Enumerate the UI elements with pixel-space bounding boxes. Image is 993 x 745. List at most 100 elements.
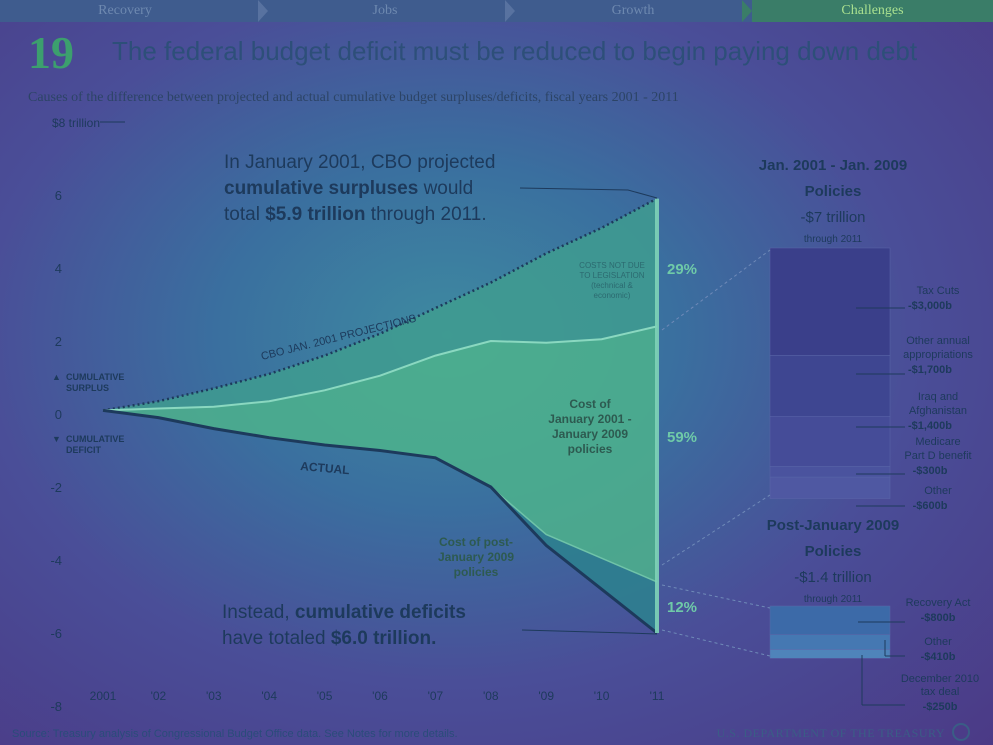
page-subtitle: Causes of the difference between project… [28, 90, 679, 105]
x-tick-label: '10 [594, 689, 610, 703]
x-tick-label: '02 [151, 689, 167, 703]
y-tick-label: -4 [50, 553, 62, 568]
x-tick-label: '05 [317, 689, 333, 703]
band-label-line: Cost of [569, 397, 611, 411]
annotation-text: total [224, 204, 265, 225]
band-non-legislation [103, 198, 657, 411]
nav-separator [742, 0, 752, 22]
x-tick-label: '04 [261, 689, 277, 703]
x-tick-label: '08 [483, 689, 499, 703]
breakdown-total: -$7 trillion [800, 209, 865, 226]
connector-dashed [661, 494, 771, 566]
breakdown-item-value: -$410b [921, 651, 956, 663]
breakdown-item-label: Medicare [915, 436, 960, 448]
breakdown-title-line1: Jan. 2001 - Jan. 2009 [759, 157, 907, 174]
breakdown-item-label: tax deal [921, 686, 960, 698]
chart-axes: $8 trillion 6 4 2 0 -2 -4 -6 -8 2001 '02 '03 '04 '05 '… [50, 116, 664, 714]
nav-separator [258, 0, 268, 22]
y-tick-label: 0 [55, 407, 62, 422]
breakdown-through: through 2011 [804, 234, 863, 245]
y-tick-label: 4 [55, 261, 62, 276]
y-tick-label: -2 [50, 480, 62, 495]
breakdown-item-label: Tax Cuts [917, 285, 960, 297]
tab-growth[interactable]: Growth [611, 3, 655, 18]
annotation-bold: $5.9 trillion [265, 204, 365, 225]
breakdown-through: through 2011 [804, 594, 863, 605]
band-label-line: January 2001 - [548, 412, 631, 426]
chart-bands [103, 198, 657, 633]
tab-recovery[interactable]: Recovery [98, 3, 152, 18]
nav-separator [505, 0, 515, 22]
band-label-line: Cost of post- [439, 535, 513, 549]
annotation-bold: cumulative deficits [295, 602, 466, 623]
y-axis-top-label: $8 trillion [52, 116, 100, 130]
breakdown-item-label: Other annual [906, 335, 970, 347]
band-label-line: January 2009 [438, 550, 514, 564]
band-label-line: policies [568, 442, 613, 456]
breakdown-segment [769, 247, 891, 356]
breakdown-item-value: -$600b [913, 500, 948, 512]
y-tick-label: -6 [50, 626, 62, 641]
breakdown-item-value: -$300b [913, 465, 948, 477]
annotation-actual-line2: have totaled $6.0 trillion. [222, 628, 436, 649]
x-tick-label: 2001 [90, 689, 117, 703]
policy-breakdown: Jan. 2001 - Jan. 2009 Policies -$7 trillio… [661, 157, 979, 713]
breakdown-segment [769, 416, 891, 467]
connector-dashed [661, 249, 771, 331]
leader-projected [519, 187, 658, 199]
y-tick-label: 2 [55, 334, 62, 349]
line-without-legislation [102, 325, 658, 412]
annotation-text: would [418, 178, 473, 199]
breakdown-segment [769, 355, 891, 417]
breakdown-segment [769, 476, 891, 499]
band-label-line: TO LEGISLATION [579, 271, 644, 280]
band-percent: 29% [667, 261, 697, 278]
annotation-projected-line2: cumulative surpluses would [224, 178, 473, 199]
band-label-line: (technical & [591, 281, 633, 290]
x-tick-label: '06 [372, 689, 388, 703]
legend-label-line2: DEFICIT [66, 445, 102, 455]
tab-challenges[interactable]: Challenges [752, 0, 993, 22]
annotation-bold: cumulative surpluses [224, 178, 418, 199]
breakdown-item-value: -$1,400b [908, 420, 952, 432]
connector-dashed [661, 629, 771, 657]
breakdown-item-value: -$3,000b [908, 300, 952, 312]
band-label-line: policies [454, 565, 499, 579]
breakdown-item-label: appropriations [903, 349, 973, 361]
breakdown-item-value: -$1,700b [908, 364, 952, 376]
source-note: Source: Treasury analysis of Congression… [12, 728, 458, 740]
breakdown-item-label: Afghanistan [909, 405, 967, 417]
breakdown-item-label: Other [924, 485, 952, 497]
x-tick-label: '03 [206, 689, 222, 703]
x-tick-label: '09 [538, 689, 554, 703]
legend-label-line1: CUMULATIVE [66, 372, 124, 382]
tab-jobs[interactable]: Jobs [372, 3, 398, 18]
connector-dashed [661, 584, 771, 609]
band-label-line: COSTS NOT DUE [579, 261, 645, 270]
annotation-bold: $6.0 trillion. [331, 628, 437, 649]
x-tick-label: '07 [428, 689, 444, 703]
annotation-text: through 2011. [366, 204, 487, 225]
leader-actual [521, 629, 658, 635]
breakdown-item-value: -$250b [923, 701, 958, 713]
breakdown-segment [769, 605, 891, 635]
band-percent: 59% [667, 429, 697, 446]
band-2001-2009-policies [103, 326, 657, 582]
breakdown-item-value: -$800b [921, 612, 956, 624]
legend-symbol: ▼ [52, 434, 61, 444]
breakdown-item-label: Recovery Act [906, 597, 971, 609]
legend-label-line1: CUMULATIVE [66, 434, 124, 444]
breakdown-segment [769, 649, 891, 659]
annotation-projected-line3: total $5.9 trillion through 2011. [224, 204, 487, 225]
y-tick-label: 6 [55, 188, 62, 203]
band-label-line: January 2009 [552, 427, 628, 441]
series-label-actual: ACTUAL [300, 459, 350, 477]
annotation-projected-line1: In January 2001, CBO projected [224, 152, 495, 173]
annotation-text: have totaled [222, 628, 331, 649]
breakdown-title-line1: Post-January 2009 [767, 517, 900, 534]
band-label-line: economic) [594, 291, 631, 300]
breakdown-total: -$1.4 trillion [794, 569, 872, 586]
x-tick-label: '11 [650, 689, 665, 703]
chart-lines [102, 197, 659, 635]
